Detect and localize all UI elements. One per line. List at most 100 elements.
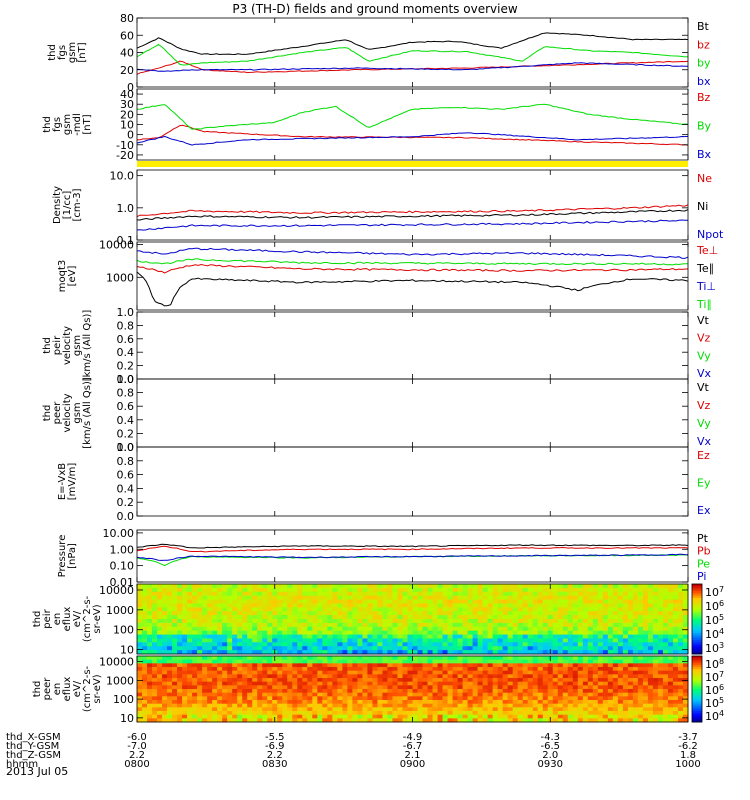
heatmap-cell xyxy=(147,634,153,639)
heatmap-cell xyxy=(477,696,484,701)
heatmap-cell xyxy=(142,681,148,686)
heatmap-cell xyxy=(672,678,679,683)
heatmap-cell xyxy=(432,718,438,723)
heatmap-cell xyxy=(597,642,604,647)
heatmap-cell xyxy=(582,700,589,705)
heatmap-cell xyxy=(387,587,393,593)
heatmap-cell xyxy=(212,611,218,616)
heatmap-cell xyxy=(272,591,278,597)
heatmap-cell xyxy=(252,650,258,655)
y-axis-label: thd xyxy=(42,405,53,422)
heatmap-cell xyxy=(212,646,218,651)
heatmap-cell xyxy=(222,689,228,694)
heatmap-cell xyxy=(392,696,398,701)
heatmap-cell xyxy=(647,696,654,701)
heatmap-cell xyxy=(322,659,328,664)
heatmap-cell xyxy=(662,700,669,705)
heatmap-cell xyxy=(672,615,679,620)
heatmap-cell xyxy=(367,667,373,672)
heatmap-cell xyxy=(212,599,218,604)
heatmap-cell xyxy=(307,696,313,701)
heatmap-cell xyxy=(167,584,173,589)
heatmap-cell xyxy=(272,714,278,719)
heatmap-cell xyxy=(467,638,474,643)
heatmap-cell xyxy=(637,692,644,697)
heatmap-cell xyxy=(247,638,253,643)
heatmap-cell xyxy=(522,599,529,604)
heatmap-cell xyxy=(502,619,509,624)
heatmap-cell xyxy=(297,634,303,639)
heatmap-cell xyxy=(312,692,318,697)
heatmap-cell xyxy=(267,638,273,643)
heatmap-cell xyxy=(667,670,674,675)
heatmap-cell xyxy=(442,642,448,647)
heatmap-cell xyxy=(322,646,328,651)
heatmap-cell xyxy=(637,707,644,712)
heatmap-cell xyxy=(487,703,494,708)
heatmap-cell xyxy=(237,700,243,705)
heatmap-cell xyxy=(187,638,193,643)
heatmap-cell xyxy=(257,707,263,712)
heatmap-cell xyxy=(202,714,208,719)
heatmap-cell xyxy=(442,692,448,697)
heatmap-cell xyxy=(477,718,484,723)
heatmap-cell xyxy=(267,595,273,600)
heatmap-cell xyxy=(517,642,524,647)
heatmap-cell xyxy=(662,634,669,639)
heatmap-cell xyxy=(292,622,298,628)
heatmap-cell xyxy=(362,703,368,708)
heatmap-cell xyxy=(652,667,659,672)
heatmap-cell xyxy=(172,703,178,708)
date-label: 2013 Jul 05 xyxy=(6,765,68,778)
heatmap-cell xyxy=(667,700,674,705)
heatmap-cell xyxy=(372,642,378,647)
heatmap-cell xyxy=(532,714,539,719)
heatmap-cell xyxy=(197,718,203,723)
y-axis-label: [nT] xyxy=(82,114,93,134)
heatmap-cell xyxy=(417,659,423,664)
heatmap-cell xyxy=(287,714,293,719)
heatmap-cell xyxy=(362,587,368,593)
heatmap-cell xyxy=(512,630,519,635)
heatmap-cell xyxy=(582,674,589,679)
heatmap-cell xyxy=(617,714,624,719)
heatmap-cell xyxy=(467,667,474,672)
heatmap-cell xyxy=(292,650,298,655)
heatmap-cell xyxy=(377,615,383,620)
heatmap-cell xyxy=(367,587,373,593)
heatmap-cell xyxy=(567,626,574,632)
heatmap-cell xyxy=(242,663,248,668)
heatmap-cell xyxy=(627,638,634,643)
heatmap-cell xyxy=(347,607,353,612)
heatmap-cell xyxy=(332,630,338,635)
heatmap-cell xyxy=(517,707,524,712)
heatmap-cell xyxy=(567,599,574,604)
heatmap-cell xyxy=(257,659,263,664)
heatmap-cell xyxy=(497,642,504,647)
heatmap-cell xyxy=(412,692,418,697)
heatmap-cell xyxy=(682,591,689,597)
heatmap-cell xyxy=(222,587,228,593)
colorbar-segment xyxy=(692,700,702,703)
heatmap-cell xyxy=(192,607,198,612)
heatmap-cell xyxy=(402,667,408,672)
heatmap-cell xyxy=(497,611,504,616)
heatmap-cell xyxy=(222,599,228,604)
heatmap-cell xyxy=(542,611,549,616)
heatmap-cell xyxy=(447,587,453,593)
heatmap-cell xyxy=(437,689,443,694)
heatmap-cell xyxy=(232,714,238,719)
heatmap-cell xyxy=(672,692,679,697)
heatmap-cell xyxy=(327,603,333,608)
heatmap-cell xyxy=(327,689,333,694)
heatmap-cell xyxy=(607,656,614,661)
heatmap-cell xyxy=(257,630,263,635)
heatmap-cell xyxy=(302,696,308,701)
heatmap-cell xyxy=(167,622,173,628)
heatmap-cell xyxy=(482,595,489,600)
heatmap-cell xyxy=(357,638,363,643)
heatmap-cell xyxy=(382,615,388,620)
heatmap-cell xyxy=(437,603,443,608)
heatmap-cell xyxy=(617,707,624,712)
heatmap-cell xyxy=(482,611,489,616)
